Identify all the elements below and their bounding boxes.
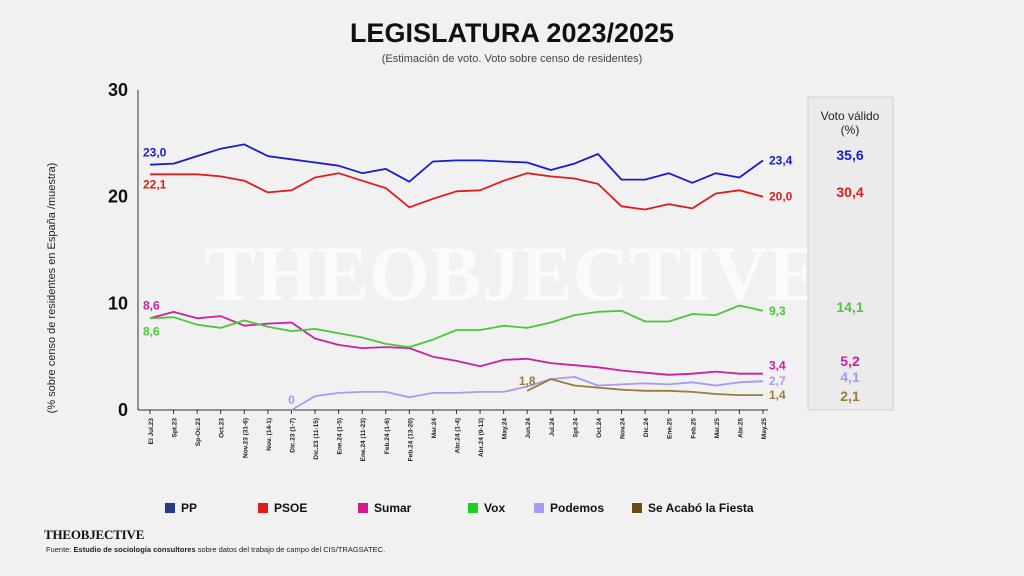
x-tick-label: May.25 (761, 418, 768, 440)
y-tick-label: 0 (118, 400, 128, 420)
valid-vote-header-line2: (%) (841, 123, 860, 137)
x-tick-label: May.24 (502, 418, 509, 440)
y-tick-label: 10 (108, 293, 128, 313)
y-tick-label: 20 (108, 187, 128, 207)
start-label: 23,0 (143, 146, 167, 160)
x-tick-label: Jul.24 (549, 418, 556, 437)
start-label: 0 (288, 393, 295, 407)
x-tick-label: El Jul.23 (148, 418, 155, 445)
valid-vote-panel (807, 96, 894, 411)
source-bold: Estudio de sociología consultores (73, 545, 196, 554)
axes: 0 10 20 30 El Jul.23 Spt.23 Sp-Oc.23 Oct.23 Nov.… (108, 80, 768, 461)
x-tick-label: Ene.24 (11-23) (360, 418, 367, 461)
valid-vote-header-line1: Voto válido (821, 109, 880, 123)
legend-label: PSOE (274, 501, 307, 515)
legend-label: Sumar (374, 501, 412, 515)
x-tick-label: Jun.24 (525, 418, 532, 439)
series-line-sumar (149, 311, 763, 376)
end-label: 23,4 (769, 153, 793, 167)
x-tick-label: Ene.25 (667, 418, 674, 439)
legend-swatch (632, 503, 642, 513)
watermark: THEOBJECTIVE (204, 230, 820, 317)
valid-vote-value: 5,2 (840, 353, 860, 369)
series-line-se-acab-la-fiesta (526, 378, 763, 396)
x-tick-label: Feb.24 (13-20) (407, 418, 414, 461)
end-label: 2,7 (769, 374, 786, 388)
series-line-psoe (150, 172, 764, 211)
series-line-podemos (291, 376, 764, 411)
x-tick-label: Dic.23 (1-7) (289, 418, 296, 453)
start-label: 8,6 (143, 298, 160, 312)
x-tick-label: Abr.24 (9-13) (478, 418, 485, 457)
legend-swatch (534, 503, 544, 513)
series-layer (149, 143, 764, 411)
x-tick-label: Mar.25 (714, 418, 721, 439)
valid-vote-value: 35,6 (836, 147, 863, 163)
x-tick-label: Abr.24 (1-4) (455, 418, 462, 453)
x-tick-label: Sp-Oc.23 (195, 418, 202, 447)
x-tick-label: Oct.24 (596, 418, 603, 438)
end-label: 3,4 (769, 359, 786, 373)
x-tick-label: Mar.24 (431, 418, 438, 439)
x-tick-label: Feb.25 (690, 418, 697, 439)
valid-vote-value: 4,1 (840, 369, 860, 385)
x-tick-label: Feb.24 (1-6) (384, 418, 391, 454)
start-label: 1,8 (519, 374, 536, 388)
end-label: 9,3 (769, 304, 786, 318)
x-tick-label: Nov. (14-1) (266, 418, 273, 451)
chart-subtitle: (Estimación de voto. Voto sobre censo de… (382, 53, 642, 65)
x-tick-label: Dic.24 (643, 418, 650, 438)
x-tick-label: Abr.25 (737, 418, 744, 438)
legend-label: Se Acabó la Fiesta (648, 501, 754, 515)
legend-swatch (358, 503, 368, 513)
labels-layer: 23,0 23,4 35,6 22,1 20,0 30,4 8,6 3,4 5,2 8,6 9,3 1… (143, 146, 864, 407)
valid-vote-value: 14,1 (836, 299, 863, 315)
series-line-vox (149, 304, 764, 348)
chart-title: LEGISLATURA 2023/2025 (350, 18, 674, 48)
brand-logo: THEOBJECTIVE (44, 527, 145, 542)
end-label: 1,4 (769, 388, 786, 402)
x-tick-label: Nov.24 (620, 418, 627, 439)
x-tick-label: Dic.23 (11-15) (313, 418, 320, 460)
start-label: 22,1 (143, 177, 167, 191)
end-label: 20,0 (769, 190, 793, 204)
x-tick-label: Nov.23 (31-6) (242, 418, 249, 458)
legend-swatch (258, 503, 268, 513)
legend-swatch (165, 503, 175, 513)
x-tick-label: Spt.23 (172, 418, 179, 438)
valid-vote-value: 2,1 (840, 388, 860, 404)
source-note: Fuente: Estudio de sociología consultore… (46, 545, 385, 554)
legend-label: Podemos (550, 501, 604, 515)
legend-label: Vox (484, 501, 505, 515)
legend-label: PP (181, 501, 197, 515)
legend: PP PSOE Sumar Vox Podemos Se Acabó la Fiesta (165, 501, 754, 515)
valid-vote-value: 30,4 (836, 184, 863, 200)
start-label: 8,6 (143, 324, 160, 338)
source-rest: sobre datos del trabajo de campo del CIS… (197, 545, 386, 554)
x-tick-label: Oct.23 (219, 418, 226, 438)
y-tick-label: 30 (108, 80, 128, 100)
y-axis-label: (% sobre censo de residentes en España /… (46, 163, 58, 414)
x-tick-label: Ene.24 (1-5) (337, 418, 344, 455)
source-prefix: Fuente: (46, 545, 72, 554)
x-tick-label: Spt.24 (572, 418, 579, 438)
series-line-pp (149, 143, 764, 184)
legend-swatch (468, 503, 478, 513)
